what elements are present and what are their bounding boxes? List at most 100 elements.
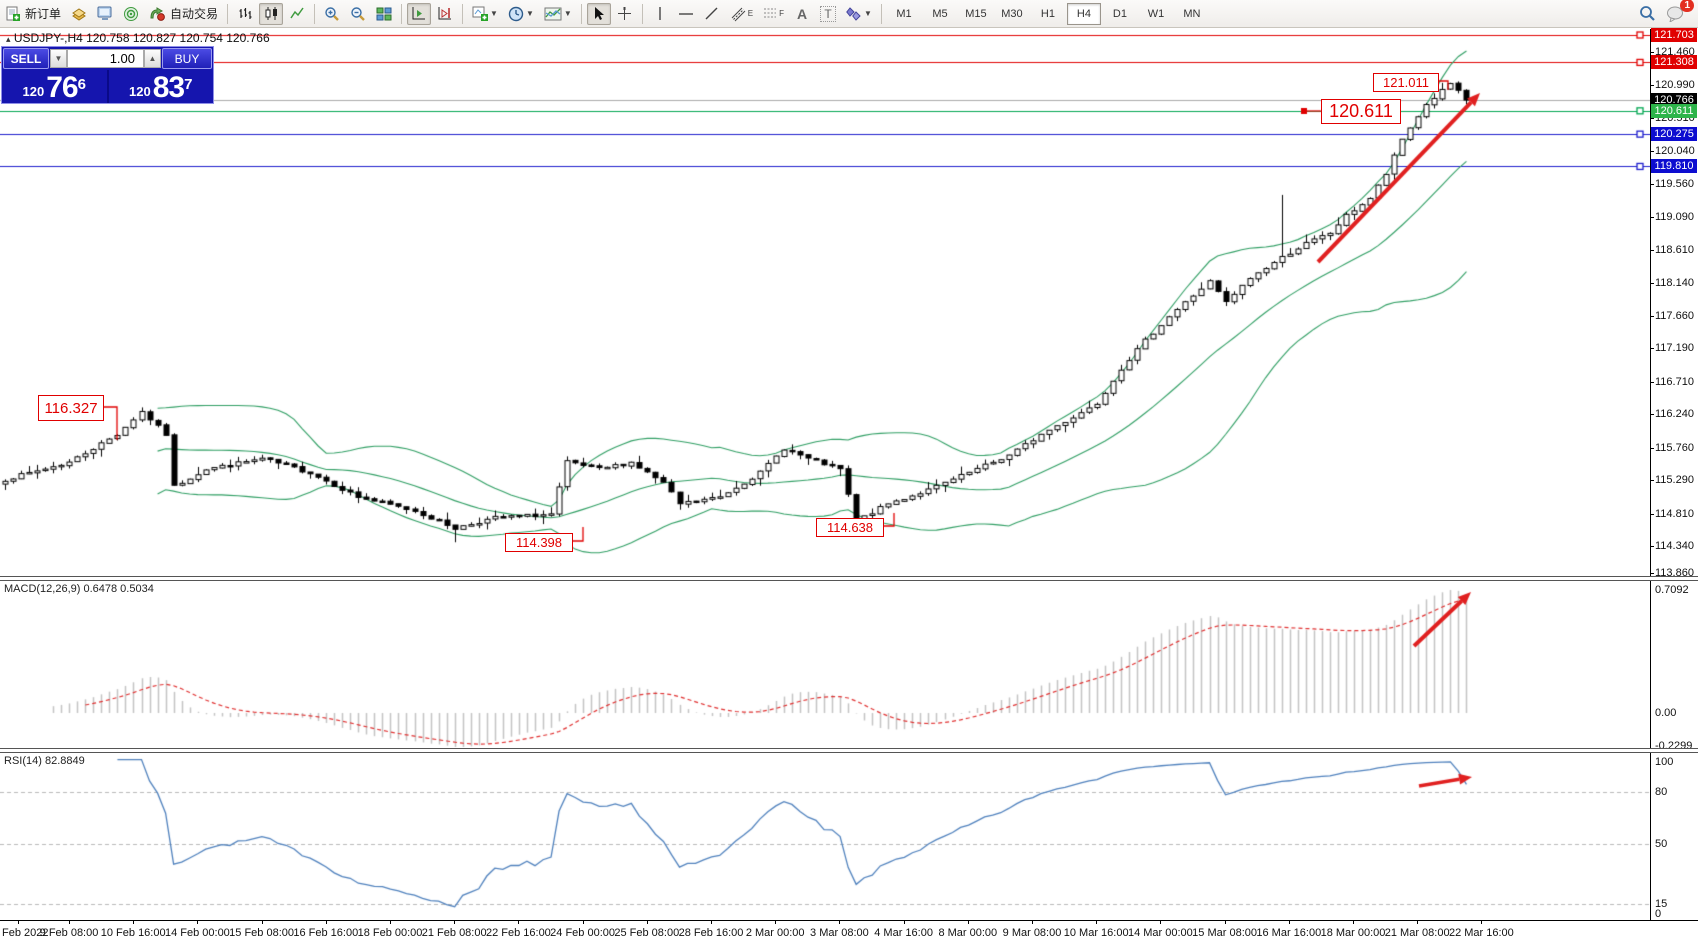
autotrade-icon bbox=[149, 6, 166, 21]
buy-price[interactable]: 120 83 7 bbox=[109, 70, 214, 103]
timeframe-button-d1[interactable]: D1 bbox=[1112, 7, 1127, 20]
price-tick-mark bbox=[1650, 480, 1654, 481]
timeframe-button-m5[interactable]: M5 bbox=[932, 7, 948, 20]
scripts-icon bbox=[123, 6, 139, 22]
price-line-badge: 120.611 bbox=[1651, 104, 1697, 118]
new-chart-button[interactable]: ▼ bbox=[468, 3, 502, 25]
time-axis-label: 16 Feb 16:00 bbox=[293, 927, 359, 939]
time-tick-mark bbox=[390, 921, 391, 924]
label-button[interactable]: T bbox=[816, 3, 840, 25]
time-tick-mark bbox=[454, 921, 456, 924]
sell-button[interactable]: SELL bbox=[3, 48, 49, 69]
profiles-button[interactable] bbox=[67, 3, 91, 25]
panel-splitter[interactable] bbox=[0, 748, 1698, 753]
price-line-badge: 120.766 bbox=[1651, 93, 1697, 107]
sell-price-handle: 120 bbox=[22, 84, 45, 99]
channel-button[interactable]: E bbox=[726, 3, 757, 25]
time-tick-mark bbox=[518, 921, 520, 924]
price-callout[interactable]: 114.398 bbox=[505, 533, 573, 552]
profiles-icon bbox=[71, 7, 87, 21]
timeframe-button-m1[interactable]: M1 bbox=[896, 7, 912, 20]
price-tick-mark bbox=[1650, 118, 1654, 119]
price-callout[interactable]: 121.011 bbox=[1373, 73, 1439, 92]
price-line-badge: 119.810 bbox=[1651, 159, 1697, 173]
tile-windows-button[interactable] bbox=[372, 3, 396, 25]
chart-shift-button[interactable] bbox=[433, 3, 457, 25]
rsi-axis-tick: 0 bbox=[1655, 908, 1662, 920]
price-tick-label: 119.090 bbox=[1655, 211, 1694, 223]
time-tick-mark bbox=[1096, 921, 1098, 924]
time-axis-label: 18 Mar 00:00 bbox=[1320, 927, 1386, 939]
zoom-in-button[interactable] bbox=[320, 3, 344, 25]
price-tick-label: 116.240 bbox=[1655, 408, 1694, 420]
terminal-button[interactable] bbox=[93, 3, 117, 25]
chevron-down-icon: ▼ bbox=[864, 9, 872, 18]
scripts-button[interactable] bbox=[119, 3, 143, 25]
timeframe-button-mn[interactable]: MN bbox=[1183, 7, 1201, 20]
channel-letter: E bbox=[747, 9, 754, 18]
trendline-button[interactable] bbox=[700, 3, 724, 25]
time-axis-label: 15 Feb 08:00 bbox=[229, 927, 295, 939]
price-tick-label: 116.710 bbox=[1655, 376, 1694, 388]
price-tick-mark bbox=[1650, 217, 1654, 218]
timeframe-bar: M1 M5 M15 M30 H1 H4 D1 W1 MN bbox=[886, 2, 1210, 25]
one-click-trading-panel: SELL ▼ 1.00 ▲ BUY 120 76 6 120 83 7 bbox=[1, 46, 214, 104]
timeframe-button-m15[interactable]: M15 bbox=[965, 7, 987, 20]
channel-icon bbox=[730, 6, 748, 22]
vertical-line-button[interactable] bbox=[648, 3, 672, 25]
time-tick-mark bbox=[711, 921, 712, 924]
horizontal-line-button[interactable] bbox=[674, 3, 698, 25]
buy-price-pips: 83 bbox=[152, 71, 185, 104]
volume-input[interactable]: 1.00 bbox=[67, 49, 144, 68]
search-button[interactable] bbox=[1635, 3, 1660, 25]
buy-price-point: 7 bbox=[184, 76, 193, 93]
chat-button[interactable]: 1 bbox=[1662, 0, 1694, 25]
shapes-button[interactable]: ▼ bbox=[842, 3, 876, 25]
price-tick-label: 114.810 bbox=[1655, 508, 1694, 520]
time-tick-mark bbox=[133, 921, 135, 924]
candles-chart-icon bbox=[264, 6, 279, 21]
buy-button[interactable]: BUY bbox=[162, 48, 212, 69]
time-tick-mark bbox=[775, 921, 777, 924]
cursor-button[interactable] bbox=[586, 2, 611, 25]
price-callout[interactable]: 116.327 bbox=[38, 395, 104, 421]
time-tick-mark bbox=[1160, 921, 1162, 924]
volume-increase-button[interactable]: ▲ bbox=[144, 49, 161, 68]
price-axis[interactable] bbox=[1650, 29, 1698, 920]
price-tick-label: 115.290 bbox=[1655, 474, 1694, 486]
fibonacci-button[interactable]: F bbox=[759, 3, 788, 25]
crosshair-button[interactable] bbox=[613, 3, 637, 25]
timeframe-button-h4[interactable]: H4 bbox=[1066, 2, 1101, 25]
time-tick-mark bbox=[646, 921, 648, 924]
timeframe-button-h1[interactable]: H1 bbox=[1040, 7, 1055, 20]
chevron-down-icon: ▼ bbox=[563, 9, 572, 18]
chart-shift-icon bbox=[437, 6, 453, 21]
candles-chart-button[interactable] bbox=[259, 2, 284, 25]
shapes-icon bbox=[846, 6, 862, 21]
zoom-out-button[interactable] bbox=[346, 3, 370, 25]
macd-label: MACD(12,26,9) 0.6478 0.5034 bbox=[4, 583, 154, 595]
auto-trading-button[interactable]: 自动交易 bbox=[145, 3, 222, 25]
indicators-button[interactable]: ▼ bbox=[540, 3, 576, 25]
autoscroll-button[interactable] bbox=[407, 2, 432, 25]
time-axis[interactable]: Feb 2022 9 Feb 08:00 10 Feb 16:00 14 Feb 00… bbox=[0, 920, 1698, 945]
bars-chart-button[interactable] bbox=[233, 3, 257, 25]
line-chart-icon bbox=[289, 6, 305, 21]
price-callout[interactable]: 114.638 bbox=[816, 518, 884, 537]
sell-price[interactable]: 120 76 6 bbox=[2, 70, 107, 103]
timeframe-button-m30[interactable]: M30 bbox=[1001, 7, 1023, 20]
new-order-button[interactable]: 新订单 bbox=[1, 3, 65, 25]
timeframe-button-w1[interactable]: W1 bbox=[1147, 7, 1165, 20]
price-line-badge: 121.308 bbox=[1651, 55, 1697, 69]
macd-axis-tick: 0.00 bbox=[1655, 707, 1677, 719]
volume-decrease-button[interactable]: ▼ bbox=[50, 49, 67, 68]
price-callout[interactable]: 120.611 bbox=[1321, 99, 1401, 124]
sell-price-point: 6 bbox=[77, 76, 86, 93]
period-button[interactable]: ▼ bbox=[504, 3, 538, 25]
price-tick-label: 118.140 bbox=[1655, 277, 1694, 289]
line-chart-button[interactable] bbox=[285, 3, 309, 25]
panel-splitter[interactable] bbox=[0, 576, 1698, 581]
time-tick-mark bbox=[1417, 921, 1419, 924]
text-button[interactable]: A bbox=[790, 3, 814, 25]
